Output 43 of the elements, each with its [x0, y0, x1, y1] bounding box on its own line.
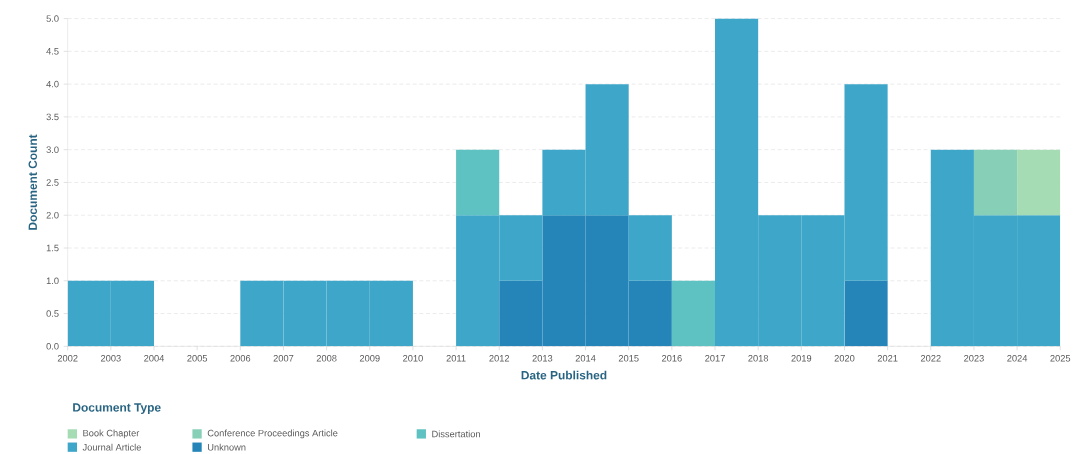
- y-axis-title: Document Count: [28, 134, 37, 230]
- x-tick-label: 2009: [359, 355, 380, 362]
- y-tick-label: 2.0: [46, 212, 59, 219]
- x-tick-label: 2005: [187, 355, 208, 362]
- y-tick-label: 5.0: [46, 15, 59, 22]
- y-tick-label: 1.5: [46, 244, 59, 252]
- x-tick-label: 2020: [834, 355, 855, 362]
- x-tick-label: 2010: [403, 355, 423, 362]
- y-tick-label: 4.5: [46, 48, 59, 55]
- x-axis-title: Date Published: [521, 370, 607, 380]
- y-tick-label: 3.5: [46, 113, 59, 121]
- y-tick-label: 0.0: [46, 343, 59, 350]
- x-tick-label: 2025: [1050, 355, 1071, 362]
- y-tick-label: 1.0: [46, 277, 59, 285]
- x-tick-label: 2012: [489, 355, 510, 362]
- x-tick-label: 2015: [618, 355, 639, 362]
- x-tick-label: 2014: [575, 355, 596, 362]
- x-tick-label: 2021: [877, 355, 898, 362]
- x-tick-label: 2004: [144, 355, 165, 362]
- y-tick-label: 2.5: [46, 179, 59, 186]
- x-tick-label: 2018: [748, 355, 769, 362]
- legend-title: Document Type: [73, 403, 161, 415]
- x-tick-label: 2008: [316, 355, 337, 362]
- y-tick-label: 4.0: [46, 80, 59, 88]
- x-tick-label: 2022: [920, 355, 941, 362]
- legend-label: Unknown: [207, 443, 246, 451]
- y-tick-label: 3.0: [46, 146, 59, 154]
- legend-label: Conference Proceedings Article: [207, 429, 338, 439]
- x-tick-label: 2011: [446, 355, 466, 362]
- x-tick-label: 2024: [1007, 355, 1028, 362]
- x-tick-label: 2019: [791, 355, 812, 362]
- x-tick-label: 2023: [964, 355, 984, 362]
- x-tick-label: 2013: [532, 355, 553, 362]
- x-tick-label: 2017: [705, 355, 725, 362]
- legend-label: Dissertation: [432, 430, 480, 438]
- legend-label: Book Chapter: [83, 429, 140, 439]
- x-tick-label: 2007: [273, 355, 294, 362]
- y-tick-label: 0.5: [46, 310, 59, 317]
- x-tick-label: 2003: [100, 355, 121, 362]
- x-tick-label: 2002: [57, 355, 78, 362]
- x-tick-label: 2006: [230, 355, 251, 362]
- x-tick-label: 2016: [661, 355, 682, 362]
- legend-label: Journal Article: [82, 443, 141, 451]
